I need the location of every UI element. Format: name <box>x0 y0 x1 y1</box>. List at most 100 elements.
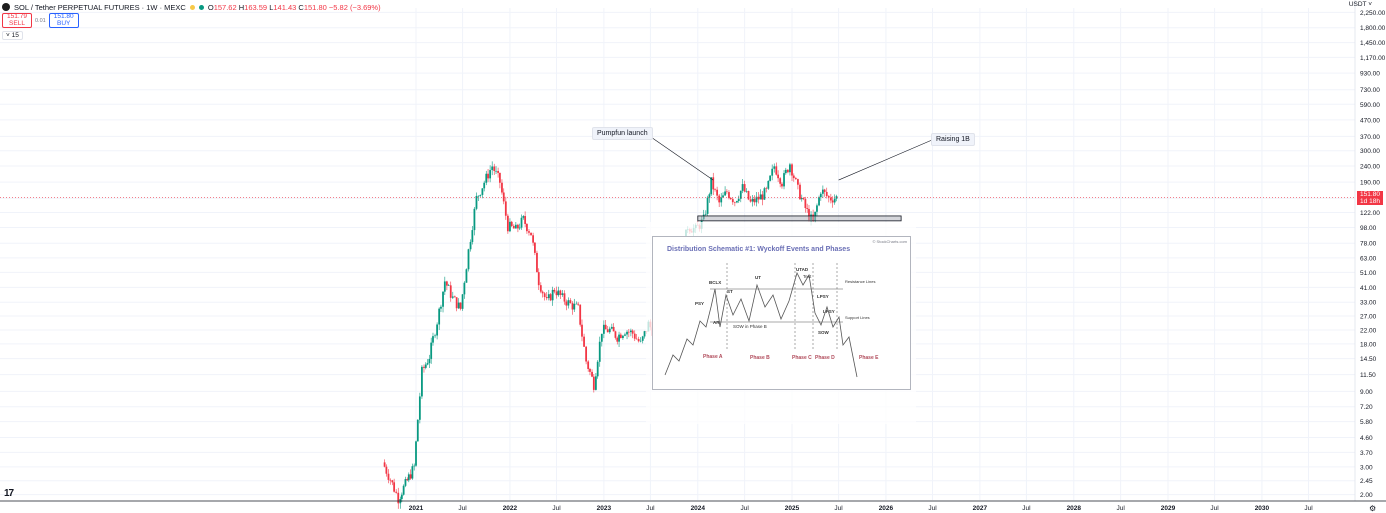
y-tick-label: 18.00 <box>1360 341 1377 348</box>
y-tick-label: 14.50 <box>1360 356 1377 363</box>
x-tick-label: 2021 <box>409 505 424 512</box>
y-tick-label: 11.50 <box>1360 372 1376 379</box>
y-tick-label: 1,800.00 <box>1360 25 1386 32</box>
inset-source: © StockCharts.com <box>872 239 907 244</box>
gear-icon[interactable]: ⚙ <box>1369 504 1377 513</box>
candle <box>573 298 576 313</box>
candle <box>393 478 396 493</box>
candle <box>618 331 620 348</box>
candle <box>406 477 409 482</box>
candle <box>771 164 774 181</box>
x-tick-label: Jul <box>928 505 937 512</box>
candle <box>416 419 419 442</box>
support-box[interactable] <box>697 215 902 222</box>
candle <box>728 190 730 200</box>
candle <box>387 469 390 484</box>
currency-selector[interactable]: USDT ˅ <box>1348 1 1372 8</box>
annotation-pointer <box>838 139 933 181</box>
y-tick-label: 3.70 <box>1360 450 1373 457</box>
x-tick-label: Jul <box>1304 505 1313 512</box>
candle <box>633 330 636 342</box>
annotation-pumpfun[interactable]: Pumpfun launch <box>592 127 653 140</box>
candle <box>391 479 394 486</box>
y-tick-label: 33.00 <box>1360 300 1377 307</box>
candle <box>612 323 615 332</box>
candle <box>485 170 488 186</box>
candle <box>487 168 489 183</box>
legend-header: SOL / Tether PERPETUAL FUTURES · 1W · ME… <box>2 1 381 13</box>
candle <box>567 297 570 309</box>
candle <box>483 180 486 192</box>
candle <box>502 188 505 205</box>
candle <box>835 194 838 202</box>
candle <box>598 336 601 367</box>
candle <box>440 304 442 312</box>
candle <box>557 286 560 297</box>
candle <box>591 369 593 378</box>
y-tick-label: 63.00 <box>1360 255 1377 262</box>
candle <box>563 290 566 305</box>
candle <box>455 297 458 312</box>
candle <box>786 169 789 174</box>
y-tick-label: 300.00 <box>1360 148 1380 155</box>
candle <box>491 161 494 176</box>
y-tick-label: 7.20 <box>1360 404 1373 411</box>
candle <box>536 250 538 273</box>
candle <box>479 194 482 197</box>
x-tick-label: 2027 <box>973 505 988 512</box>
y-tick-label: 51.00 <box>1360 270 1377 277</box>
candle <box>581 319 583 342</box>
price-axis: 2.00 2.45 3.00 3.70 4.60 5.80 7.20 9.00 11.50 14.… <box>1354 0 1386 501</box>
sell-button[interactable]: 151.79 SELL <box>2 13 32 28</box>
buy-button[interactable]: 151.80 BUY <box>48 13 79 28</box>
candle <box>399 496 402 509</box>
candle <box>443 276 446 295</box>
candle <box>514 222 517 229</box>
wyckoff-schematic-image[interactable]: © StockCharts.com Distribution Schematic… <box>652 236 911 390</box>
candle <box>608 326 611 334</box>
candle <box>451 291 454 300</box>
x-tick-label: Jul <box>458 505 467 512</box>
annotation-raising[interactable]: Raising 1B <box>931 133 975 146</box>
candle <box>473 206 476 236</box>
candle <box>522 215 525 220</box>
candle <box>404 476 407 488</box>
candle <box>400 492 403 503</box>
candle <box>816 203 818 217</box>
candle <box>763 186 766 200</box>
candle <box>389 478 392 485</box>
candle <box>553 288 556 294</box>
candle <box>722 192 724 198</box>
y-tick-label: 122.00 <box>1360 210 1380 217</box>
candle <box>714 188 716 192</box>
candle <box>606 325 609 333</box>
candle <box>643 330 646 339</box>
candle <box>532 232 534 246</box>
candle <box>791 163 793 181</box>
candle <box>438 307 441 330</box>
last-price-label: 151.80 1d 18h <box>1357 191 1383 205</box>
y-tick-label: 1,170.00 <box>1360 55 1386 62</box>
candle <box>436 322 439 340</box>
candle <box>737 195 740 203</box>
y-tick-label: 730.00 <box>1360 87 1380 94</box>
indicators-toggle[interactable]: ˅ 15 <box>2 31 23 40</box>
y-tick-label: 4.60 <box>1360 435 1373 442</box>
x-tick-label: 2028 <box>1067 505 1082 512</box>
candle <box>497 167 499 178</box>
candle <box>551 286 554 306</box>
tradingview-logo[interactable]: 17 <box>4 488 14 499</box>
symbol-title[interactable]: SOL / Tether PERPETUAL FUTURES · 1W · ME… <box>14 2 186 12</box>
candle <box>783 170 785 190</box>
y-tick-label: 3.00 <box>1360 464 1373 471</box>
candle <box>481 188 484 199</box>
candle <box>413 463 416 471</box>
candle <box>409 469 412 480</box>
y-tick-label: 2.00 <box>1360 492 1373 499</box>
candle <box>569 298 572 304</box>
candle <box>806 203 809 213</box>
candle <box>489 165 492 183</box>
x-tick-label: Jul <box>1116 505 1125 512</box>
x-tick-label: 2030 <box>1255 505 1270 512</box>
candle <box>827 195 830 203</box>
